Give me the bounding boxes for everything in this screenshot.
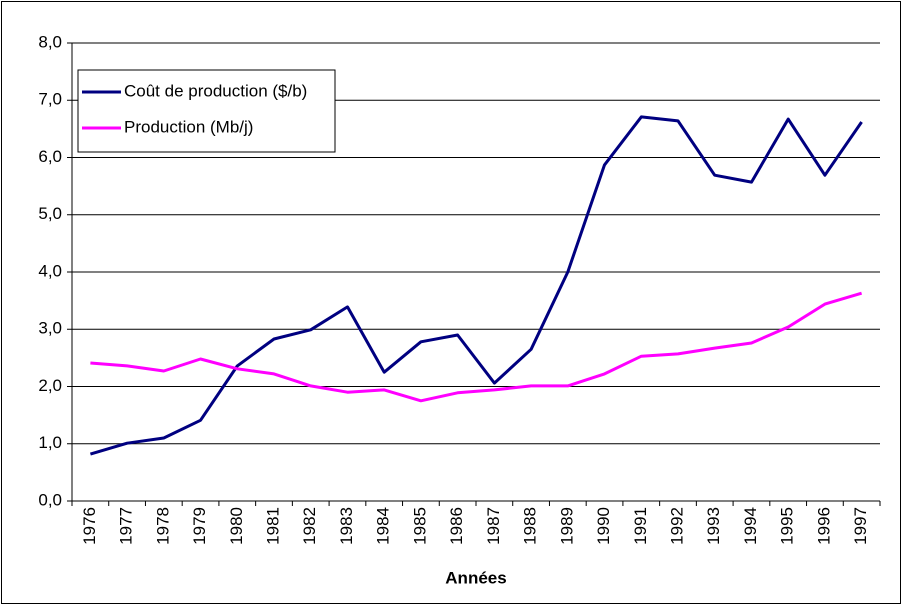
x-tick-label: 1978 bbox=[153, 507, 172, 545]
y-tick-label: 5,0 bbox=[38, 204, 62, 223]
x-tick-label: 1983 bbox=[337, 507, 356, 545]
x-tick-label: 1985 bbox=[410, 507, 429, 545]
x-tick-label: 1991 bbox=[631, 507, 650, 545]
x-tick-label: 1982 bbox=[300, 507, 319, 545]
y-tick-label: 3,0 bbox=[38, 319, 62, 338]
x-axis-label: Années bbox=[445, 568, 506, 587]
y-tick-label: 4,0 bbox=[38, 261, 62, 280]
x-tick-label: 1996 bbox=[814, 507, 833, 545]
y-tick-label: 8,0 bbox=[38, 32, 62, 51]
x-tick-label: 1979 bbox=[190, 507, 209, 545]
x-tick-label: 1987 bbox=[484, 507, 503, 545]
x-tick-label: 1989 bbox=[557, 507, 576, 545]
legend-label: Production (Mb/j) bbox=[124, 117, 253, 136]
x-tick-label: 1980 bbox=[227, 507, 246, 545]
y-tick-label: 0,0 bbox=[38, 490, 62, 509]
x-tick-label: 1988 bbox=[521, 507, 540, 545]
y-tick-label: 2,0 bbox=[38, 376, 62, 395]
x-tick-label: 1995 bbox=[778, 507, 797, 545]
x-tick-label: 1976 bbox=[80, 507, 99, 545]
x-tick-label: 1977 bbox=[117, 507, 136, 545]
data-line bbox=[90, 291, 863, 403]
x-tick-label: 1981 bbox=[263, 507, 282, 545]
legend-label: Coût de production ($/b) bbox=[124, 81, 307, 100]
x-tick-label: 1984 bbox=[374, 507, 393, 545]
x-tick-label: 1990 bbox=[594, 507, 613, 545]
x-tick-label: 1993 bbox=[704, 507, 723, 545]
x-tick-label: 1994 bbox=[741, 507, 760, 545]
x-tick-label: 1992 bbox=[667, 507, 686, 545]
y-tick-label: 1,0 bbox=[38, 433, 62, 452]
legend-box bbox=[77, 69, 336, 153]
x-tick-label: 1997 bbox=[851, 507, 870, 545]
data-line bbox=[89, 115, 863, 456]
x-tick-label: 1986 bbox=[447, 507, 466, 545]
y-tick-label: 7,0 bbox=[38, 90, 62, 109]
y-tick-label: 6,0 bbox=[38, 147, 62, 166]
